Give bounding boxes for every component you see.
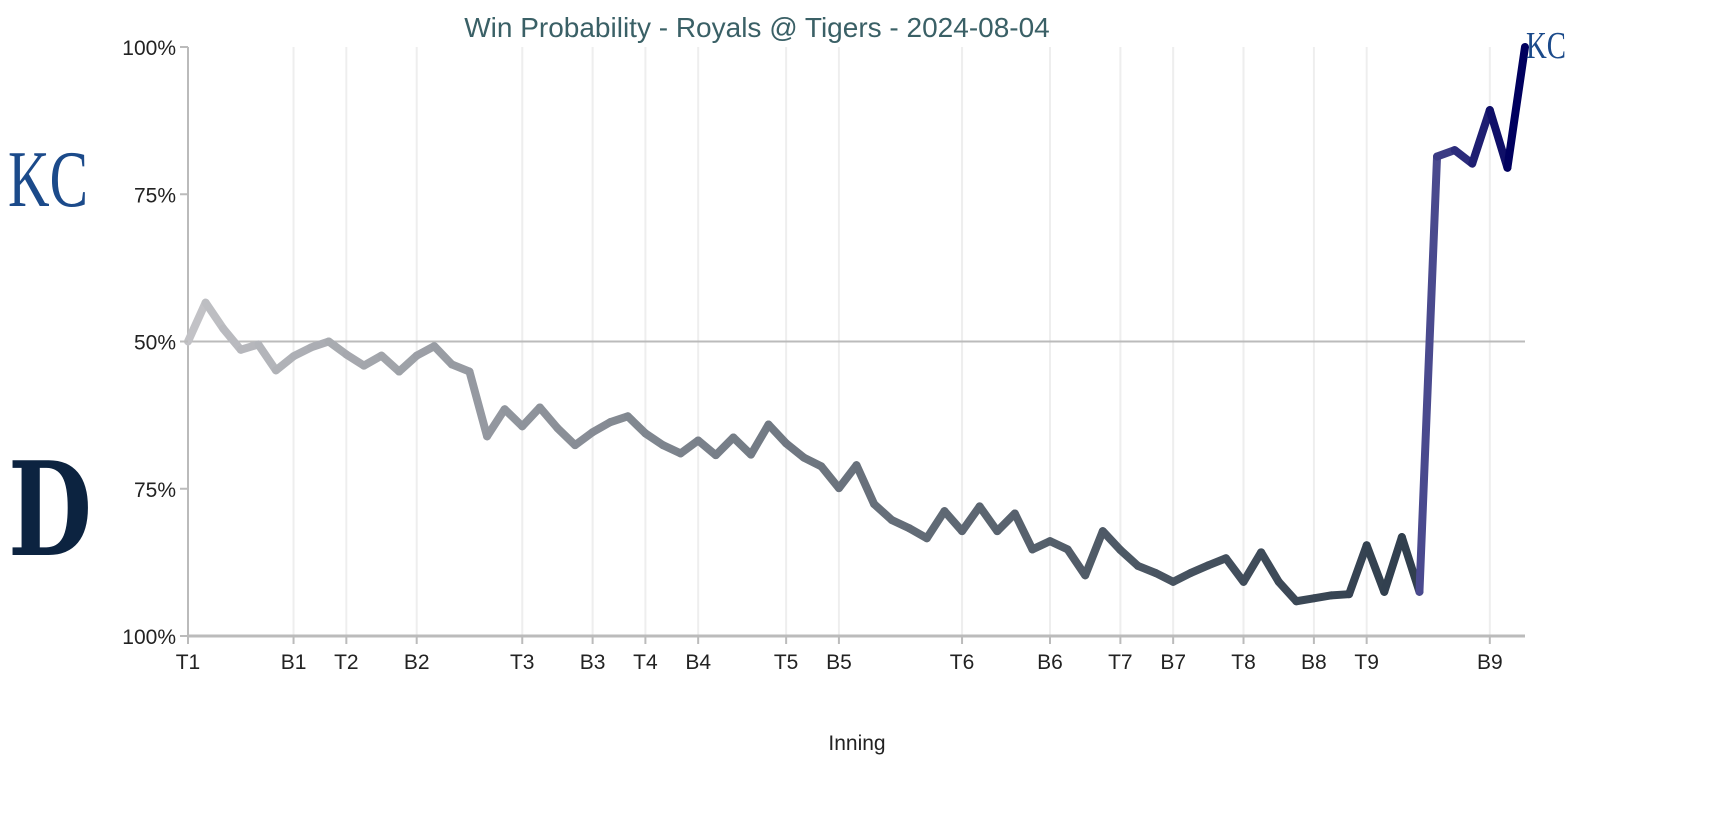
line-segment	[219, 324, 245, 354]
line-segment	[201, 298, 228, 333]
line-segment	[1081, 527, 1107, 580]
x-tick-label: T6	[950, 651, 975, 674]
line-segment	[764, 420, 791, 448]
line-segment	[940, 507, 967, 536]
line-segment	[553, 424, 580, 450]
y-tick-label: 100%	[122, 37, 176, 60]
x-tick-label: B7	[1160, 651, 1186, 674]
axes	[187, 47, 1525, 638]
x-axis-ticks: T1 B1 T2 B2 T3 B3 T4 B4 T5 B5 T6 B6 T7 B7 T8 B8 T9 B9	[176, 636, 1503, 674]
x-tick-label: T3	[510, 651, 535, 674]
x-tick-label: B3	[580, 651, 606, 674]
line-segment	[1345, 541, 1371, 599]
tigers-logo: D	[8, 433, 92, 586]
line-segment	[1503, 43, 1529, 172]
x-tick-label: T5	[774, 651, 799, 674]
line-segment	[430, 342, 456, 369]
line-segment	[1274, 577, 1301, 606]
line-segment	[1010, 509, 1037, 554]
line-segment	[1221, 554, 1248, 586]
line-segment	[1098, 527, 1125, 555]
line-segment	[184, 298, 210, 346]
line-segment	[623, 412, 650, 438]
line-segment	[254, 340, 280, 375]
x-tick-label: T7	[1108, 651, 1133, 674]
chart-title: Win Probability - Royals @ Tigers - 2024…	[464, 12, 1050, 43]
x-tick-label: B9	[1477, 651, 1503, 674]
line-segment	[958, 502, 984, 536]
line-segment	[1485, 106, 1512, 172]
line-segment	[975, 502, 1002, 536]
line-segment	[535, 403, 562, 433]
x-tick-label: T2	[334, 651, 359, 674]
line-segment	[711, 433, 738, 460]
line-segment	[1415, 152, 1442, 596]
line-segment	[852, 461, 879, 509]
line-segment	[1362, 541, 1389, 596]
line-segment	[1063, 545, 1090, 580]
win-probability-line	[184, 43, 1529, 606]
x-tick-label: B8	[1301, 651, 1327, 674]
line-segment	[1468, 106, 1494, 168]
line-segment	[483, 405, 509, 441]
line-segment	[500, 405, 527, 431]
x-tick-label: B4	[685, 651, 711, 674]
y-tick-label: 50%	[134, 332, 176, 355]
line-segment	[817, 462, 843, 493]
x-tick-label: B2	[404, 651, 430, 674]
line-segment	[834, 461, 861, 493]
y-tick-label: 75%	[134, 479, 176, 502]
x-tick-label: T8	[1231, 651, 1256, 674]
y-tick-label: 100%	[122, 626, 176, 649]
y-axis-ticks: 100% 75% 50% 75% 100%	[122, 37, 188, 649]
x-tick-label: B6	[1037, 651, 1063, 674]
line-segment	[465, 367, 492, 441]
line-segment	[746, 420, 773, 459]
x-tick-label: T9	[1354, 651, 1379, 674]
line-segment	[1257, 548, 1283, 586]
line-segment	[518, 403, 544, 431]
x-tick-label: T1	[176, 651, 201, 674]
x-axis-label: Inning	[828, 732, 885, 755]
line-segment	[1380, 533, 1406, 596]
line-segment	[1239, 548, 1266, 586]
royals-logo-end-marker: KC	[1526, 25, 1566, 67]
royals-logo: KC	[8, 136, 88, 224]
y-tick-label: 75%	[134, 184, 176, 207]
line-segment	[922, 507, 949, 543]
x-tick-label: T4	[633, 651, 658, 674]
x-tick-label: B5	[826, 651, 852, 674]
x-tick-label: B1	[281, 651, 307, 674]
